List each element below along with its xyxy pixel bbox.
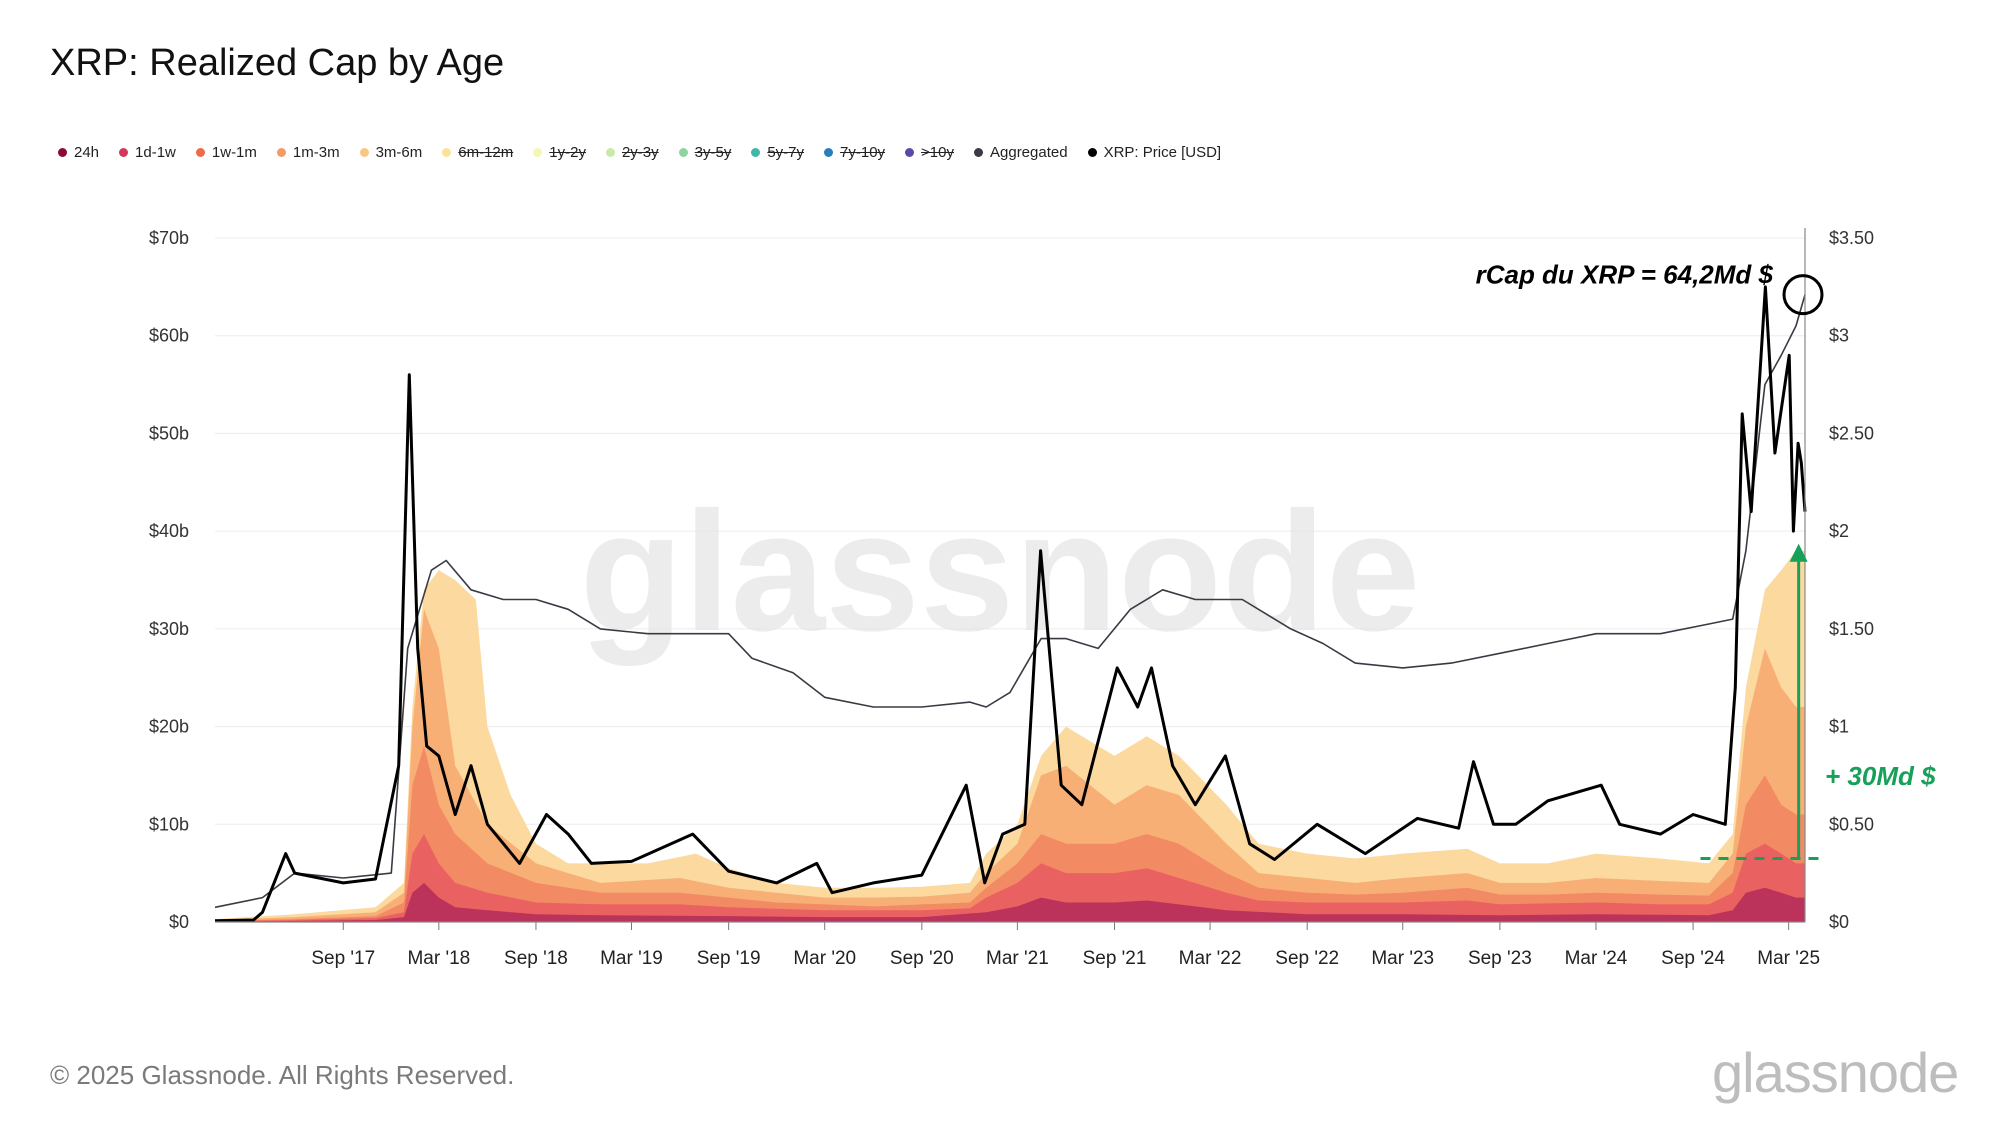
legend-label: 3y-5y: [694, 143, 732, 161]
legend-label: Aggregated: [990, 143, 1068, 161]
legend-label: 3m-6m: [375, 143, 423, 161]
y-left-tick-label: $10b: [149, 814, 189, 834]
legend-label: 2y-3y: [621, 143, 659, 161]
x-tick-label: Sep '19: [697, 948, 761, 969]
legend-label: >10y: [921, 143, 954, 161]
y-right-tick-label: $2: [1829, 521, 1849, 541]
watermark: glassnode: [580, 477, 1421, 667]
page-title: XRP: Realized Cap by Age: [50, 42, 505, 84]
legend: 24h 1d-1w 1w-1m 1m-3m 3m-6m 6m-12m 1y-2y 2y-3y 3…: [58, 140, 1241, 164]
footer-logo: glassnode: [1712, 1041, 1959, 1104]
aggregated-line: [214, 294, 1806, 909]
legend-label: 1m-3m: [292, 143, 340, 161]
legend-dot-icon: [442, 147, 452, 157]
legend-label: 1w-1m: [211, 143, 257, 161]
y-right-tick-label: $3.50: [1829, 228, 1874, 248]
y-right-tick-label: $1.50: [1829, 619, 1874, 639]
legend-item[interactable]: 2y-3y: [605, 143, 659, 161]
x-tick-label: Mar '20: [793, 948, 856, 969]
legend-item[interactable]: >10y: [905, 144, 954, 161]
y-right-tick-label: $3: [1829, 326, 1849, 346]
x-tick-label: Sep '21: [1083, 948, 1147, 969]
legend-dot-icon: [1087, 147, 1097, 157]
y-right-tick-label: $0: [1829, 912, 1849, 932]
legend-item[interactable]: 1m-3m: [276, 143, 340, 161]
legend-item[interactable]: 1y-2y: [533, 144, 586, 161]
axes: $0 $10b $20b $30b $40b $50b $60b $70b $0 $0.50 $1 $…: [149, 228, 1874, 969]
area-series: [215, 550, 1805, 922]
area-1d-1w: [215, 834, 1805, 922]
legend-label: 6m-12m: [458, 143, 514, 161]
legend-label: 5y-7y: [767, 143, 805, 161]
legend-dot-icon: [195, 147, 205, 157]
legend-dot-icon: [824, 147, 834, 157]
legend-label: XRP: Price [USD]: [1103, 143, 1222, 161]
y-right-tick-label: $1: [1829, 717, 1849, 737]
legend-dot-icon: [605, 147, 615, 157]
legend-item[interactable]: 7y-10y: [824, 144, 885, 161]
legend-dot-icon: [678, 147, 688, 157]
price-line: [214, 285, 1807, 923]
x-tick-label: Sep '24: [1661, 948, 1725, 969]
legend-label: 1y-2y: [549, 143, 586, 161]
x-tick-label: Sep '20: [890, 948, 954, 969]
rcap-annotation: rCap du XRP = 64,2Md $: [1476, 260, 1774, 290]
legend-item[interactable]: 1w-1m: [195, 143, 257, 161]
x-tick-label: Mar '24: [1565, 948, 1628, 969]
x-tick-label: Sep '18: [504, 948, 568, 969]
legend-item[interactable]: 6m-12m: [442, 144, 513, 161]
y-right-tick-label: $0.50: [1829, 814, 1874, 834]
legend-item[interactable]: 3y-5y: [678, 143, 732, 161]
y-left-tick-label: $20b: [149, 717, 189, 737]
legend-label: 1d-1w: [135, 143, 176, 161]
x-tick-label: Mar '18: [407, 948, 470, 969]
annotations: rCap du XRP = 64,2Md $ + 30Md $: [1476, 260, 1936, 860]
legend-item[interactable]: 1d-1w: [119, 144, 176, 161]
x-tick-label: Mar '21: [986, 948, 1049, 969]
legend-item[interactable]: 3m-6m: [359, 143, 423, 161]
y-left-tick-label: $30b: [149, 619, 189, 639]
x-tick-label: Mar '23: [1371, 948, 1434, 969]
legend-label: 7y-10y: [840, 143, 886, 161]
legend-dot-icon: [359, 147, 369, 157]
legend-dot-icon: [974, 147, 983, 157]
footer-copyright: © 2025 Glassnode. All Rights Reserved.: [50, 1060, 515, 1090]
y-left-tick-label: $50b: [149, 423, 189, 443]
y-left-tick-label: $0: [169, 912, 189, 932]
y-left-tick-label: $60b: [149, 326, 189, 346]
x-tick-label: Mar '19: [600, 948, 663, 969]
delta-annotation: + 30Md $: [1825, 761, 1936, 791]
line-series: [214, 285, 1807, 923]
y-right-tick-label: $2.50: [1829, 423, 1874, 443]
legend-dot-icon: [533, 147, 543, 157]
x-tick-label: Sep '17: [311, 948, 375, 969]
x-tick-label: Mar '22: [1179, 948, 1242, 969]
legend-dot-icon: [905, 147, 915, 157]
rcap-circle-marker: [1782, 274, 1824, 316]
y-left-tick-label: $70b: [149, 228, 189, 248]
legend-label: 24h: [74, 143, 100, 161]
legend-item[interactable]: XRP: Price [USD]: [1087, 143, 1222, 161]
area-1m-3m: [215, 609, 1805, 922]
x-tick-label: Mar '25: [1757, 948, 1820, 969]
legend-dot-icon: [276, 147, 286, 157]
x-tick-label: Sep '22: [1275, 948, 1339, 969]
legend-item[interactable]: 5y-7y: [751, 144, 804, 161]
legend-dot-icon: [119, 147, 129, 157]
legend-item[interactable]: Aggregated: [974, 144, 1068, 161]
legend-dot-icon: [751, 147, 761, 157]
legend-item[interactable]: 24h: [58, 144, 99, 161]
legend-dot-icon: [58, 147, 67, 157]
y-left-tick-label: $40b: [149, 521, 189, 541]
delta-arrow-icon: [1789, 543, 1808, 562]
x-tick-label: Sep '23: [1468, 948, 1532, 969]
area-24h: [215, 882, 1805, 922]
